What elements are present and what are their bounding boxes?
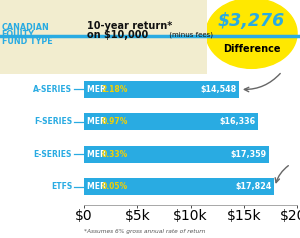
Text: MER: MER [87,85,109,94]
Text: EQUITY: EQUITY [2,30,34,39]
Text: ETFS: ETFS [51,182,72,191]
Text: 0.05%: 0.05% [102,182,128,191]
Text: 2.18%: 2.18% [102,85,128,94]
Text: $16,336: $16,336 [220,117,256,126]
Text: on $10,000: on $10,000 [87,30,148,40]
Text: Difference: Difference [223,44,280,54]
Bar [84,113,258,130]
Text: 0.97%: 0.97% [102,117,128,126]
Bar [84,178,274,195]
Text: CANADIAN: CANADIAN [2,23,49,32]
Text: MER: MER [87,117,109,126]
Text: 0.33%: 0.33% [102,150,128,159]
Bar [84,81,239,98]
Text: *Assumes 6% gross annual rate of return: *Assumes 6% gross annual rate of return [84,229,206,234]
Text: E-SERIES: E-SERIES [34,150,72,159]
Text: MER: MER [87,182,109,191]
Text: $14,548: $14,548 [201,85,237,94]
Text: $17,824: $17,824 [235,182,272,191]
Text: (minus fees): (minus fees) [167,32,212,39]
Text: $17,359: $17,359 [231,150,267,159]
Text: $3,276: $3,276 [218,12,285,30]
Text: FUND TYPE: FUND TYPE [2,37,52,46]
Text: 10-year return*: 10-year return* [87,21,172,31]
Bar [84,146,269,163]
Circle shape [206,0,297,68]
Text: MER: MER [87,150,109,159]
Text: F-SERIES: F-SERIES [34,117,72,126]
Text: A-SERIES: A-SERIES [33,85,72,94]
